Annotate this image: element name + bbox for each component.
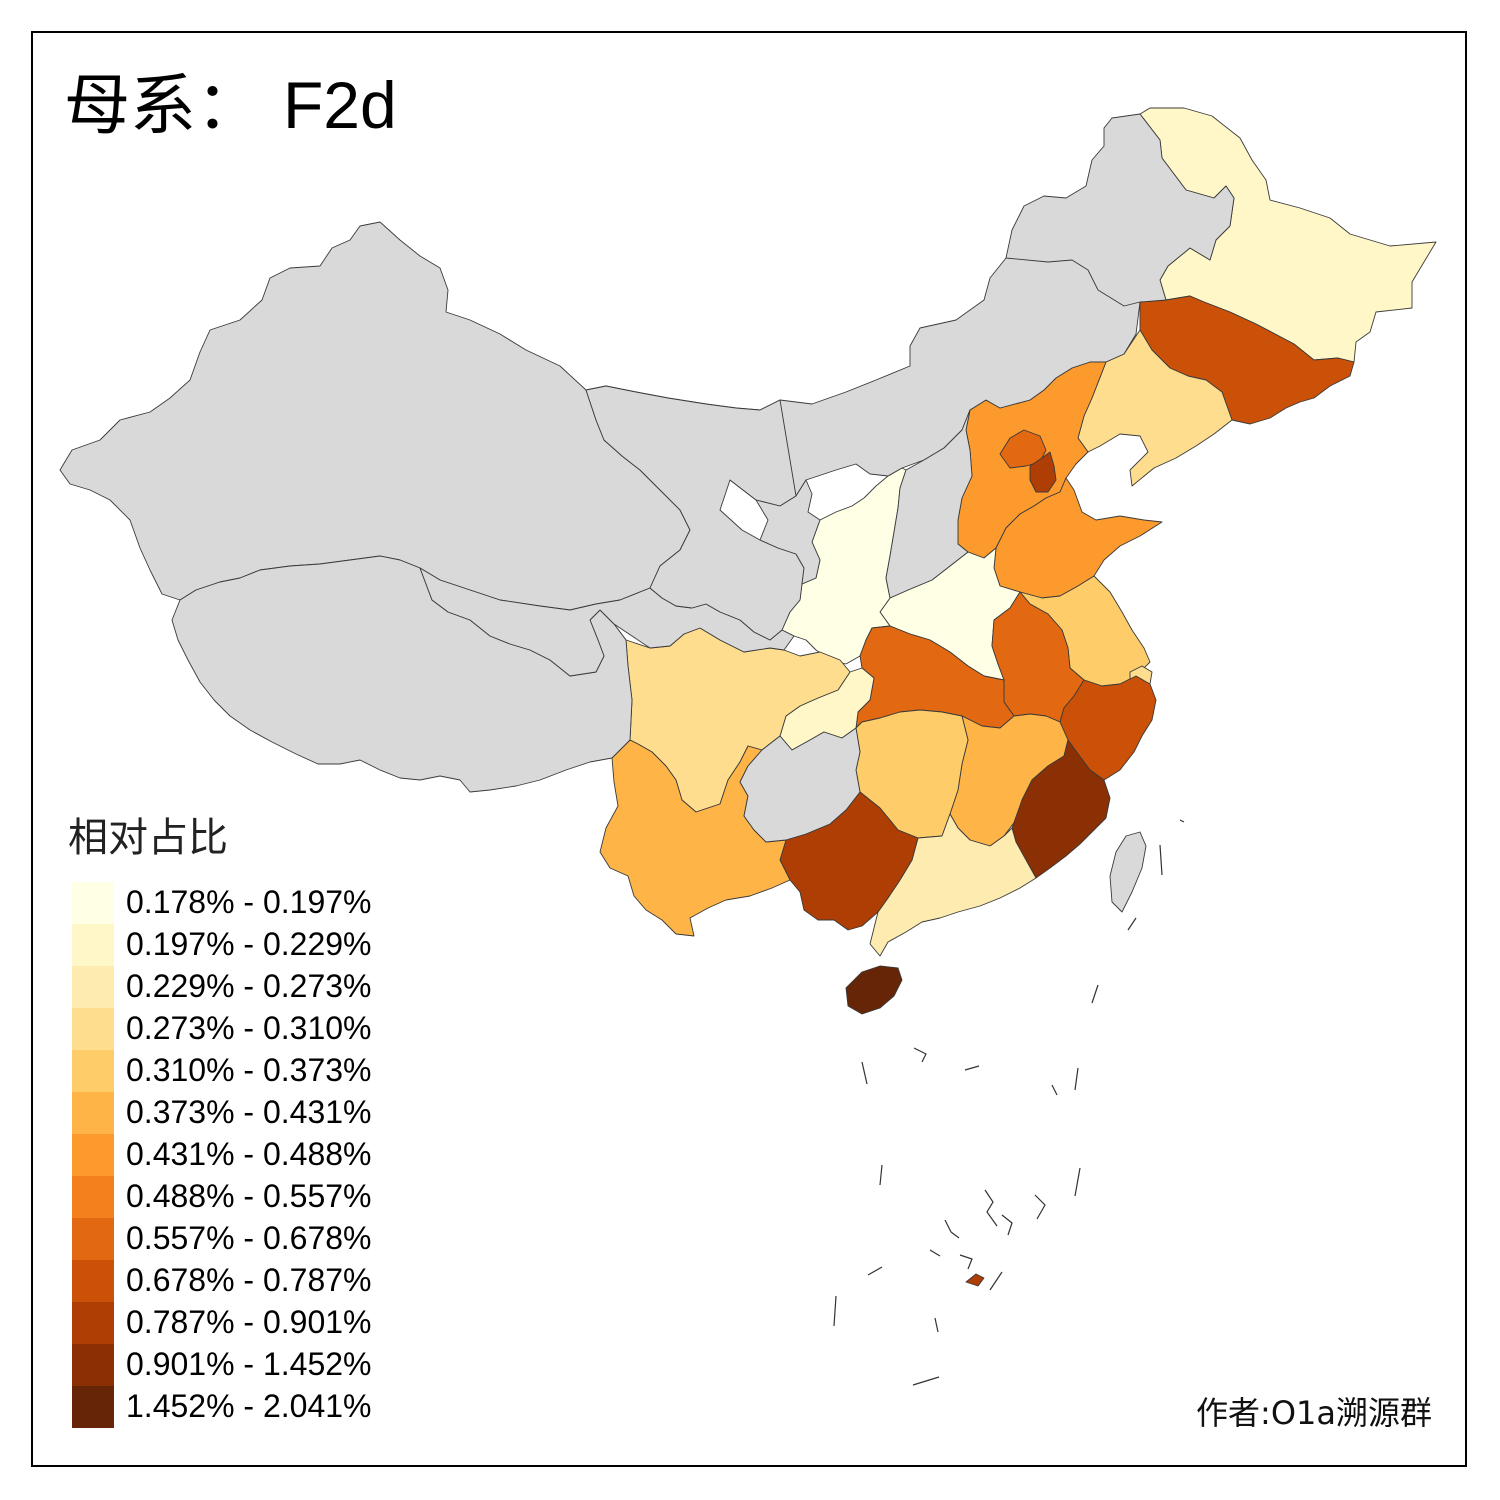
island-mark <box>944 1219 960 1239</box>
island-mark <box>1074 1067 1079 1091</box>
legend-item: 0.178% - 0.197% <box>72 882 402 924</box>
legend-item: 0.901% - 1.452% <box>72 1344 402 1386</box>
island-mark <box>1074 1167 1081 1197</box>
legend-label: 0.273% - 0.310% <box>126 1010 372 1046</box>
island-mark <box>1179 819 1185 823</box>
legend-swatch <box>72 1344 114 1386</box>
island-mark <box>1091 984 1099 1004</box>
author-credit: 作者:O1a溯源群 <box>1196 1394 1432 1432</box>
island-mark <box>959 1254 973 1270</box>
region-gansu <box>585 385 805 641</box>
island-mark <box>833 1295 837 1327</box>
legend-swatch <box>72 1134 114 1176</box>
region-guangdong <box>869 813 1037 957</box>
region-shanxi <box>885 409 973 599</box>
legend-label: 0.678% - 0.787% <box>126 1262 372 1298</box>
legend-item: 0.557% - 0.678% <box>72 1218 402 1260</box>
map-frame <box>31 31 1467 1467</box>
legend-item: 0.273% - 0.310% <box>72 1008 402 1050</box>
island-mark <box>879 1164 883 1186</box>
legend-label: 0.488% - 0.557% <box>126 1178 372 1214</box>
legend-label: 1.452% - 2.041% <box>126 1388 372 1424</box>
legend-item: 0.678% - 0.787% <box>72 1260 402 1302</box>
region-hainan <box>845 965 903 1015</box>
legend-swatch <box>72 1008 114 1050</box>
legend-item: 0.229% - 0.273% <box>72 966 402 1008</box>
island-mark <box>984 1189 998 1227</box>
legend-item: 0.488% - 0.557% <box>72 1176 402 1218</box>
region-islet <box>965 1273 985 1287</box>
legend-item: 0.373% - 0.431% <box>72 1092 402 1134</box>
legend-label: 0.901% - 1.452% <box>126 1346 372 1382</box>
legend-swatch <box>72 1260 114 1302</box>
island-mark <box>861 1061 868 1085</box>
region-zhejiang <box>1059 675 1157 781</box>
island-mark <box>989 1271 1003 1291</box>
island-mark <box>1051 1084 1058 1096</box>
legend-item: 0.197% - 0.229% <box>72 924 402 966</box>
title-prefix: 母系： <box>64 67 262 144</box>
region-guizhou <box>739 727 861 843</box>
legend-title: 相对占比 <box>68 815 228 861</box>
legend-label: 0.310% - 0.373% <box>126 1052 372 1088</box>
island-mark <box>1034 1194 1046 1220</box>
legend-swatch <box>72 1176 114 1218</box>
legend-item: 0.431% - 0.488% <box>72 1134 402 1176</box>
title-haplogroup: F2d <box>282 68 397 142</box>
region-tianjin <box>1029 451 1057 493</box>
legend-swatch <box>72 966 114 1008</box>
legend-swatch <box>72 882 114 924</box>
region-taiwan <box>1109 831 1147 913</box>
island-mark <box>964 1065 980 1071</box>
island-mark <box>913 1047 927 1063</box>
legend: 0.178% - 0.197% 0.197% - 0.229% 0.229% - 0… <box>72 882 402 1428</box>
island-mark <box>912 1376 940 1386</box>
legend-item: 1.452% - 2.041% <box>72 1386 402 1428</box>
legend-label: 0.197% - 0.229% <box>126 926 372 962</box>
legend-label: 0.178% - 0.197% <box>126 884 372 920</box>
south-china-sea-islands <box>833 819 1185 1386</box>
region-ningxia <box>755 479 821 585</box>
region-tibet <box>171 555 633 793</box>
island-mark <box>1159 844 1163 876</box>
legend-label: 0.431% - 0.488% <box>126 1136 372 1172</box>
legend-swatch <box>72 924 114 966</box>
legend-label: 0.787% - 0.901% <box>126 1304 372 1340</box>
legend-swatch <box>72 1092 114 1134</box>
map-title: 母系： F2d <box>64 72 397 139</box>
legend-label: 0.373% - 0.431% <box>126 1094 372 1130</box>
legend-swatch <box>72 1050 114 1092</box>
legend-label: 0.229% - 0.273% <box>126 968 372 1004</box>
island-mark <box>929 1249 941 1257</box>
legend-swatch <box>72 1386 114 1428</box>
region-beijing <box>999 429 1047 469</box>
island-mark <box>1127 917 1137 931</box>
island-mark <box>1001 1214 1013 1236</box>
legend-swatch <box>72 1218 114 1260</box>
legend-label: 0.557% - 0.678% <box>126 1220 372 1256</box>
region-qinghai <box>419 567 795 677</box>
island-mark <box>867 1266 883 1276</box>
legend-item: 0.310% - 0.373% <box>72 1050 402 1092</box>
legend-item: 0.787% - 0.901% <box>72 1302 402 1344</box>
legend-swatch <box>72 1302 114 1344</box>
island-mark <box>934 1317 939 1333</box>
